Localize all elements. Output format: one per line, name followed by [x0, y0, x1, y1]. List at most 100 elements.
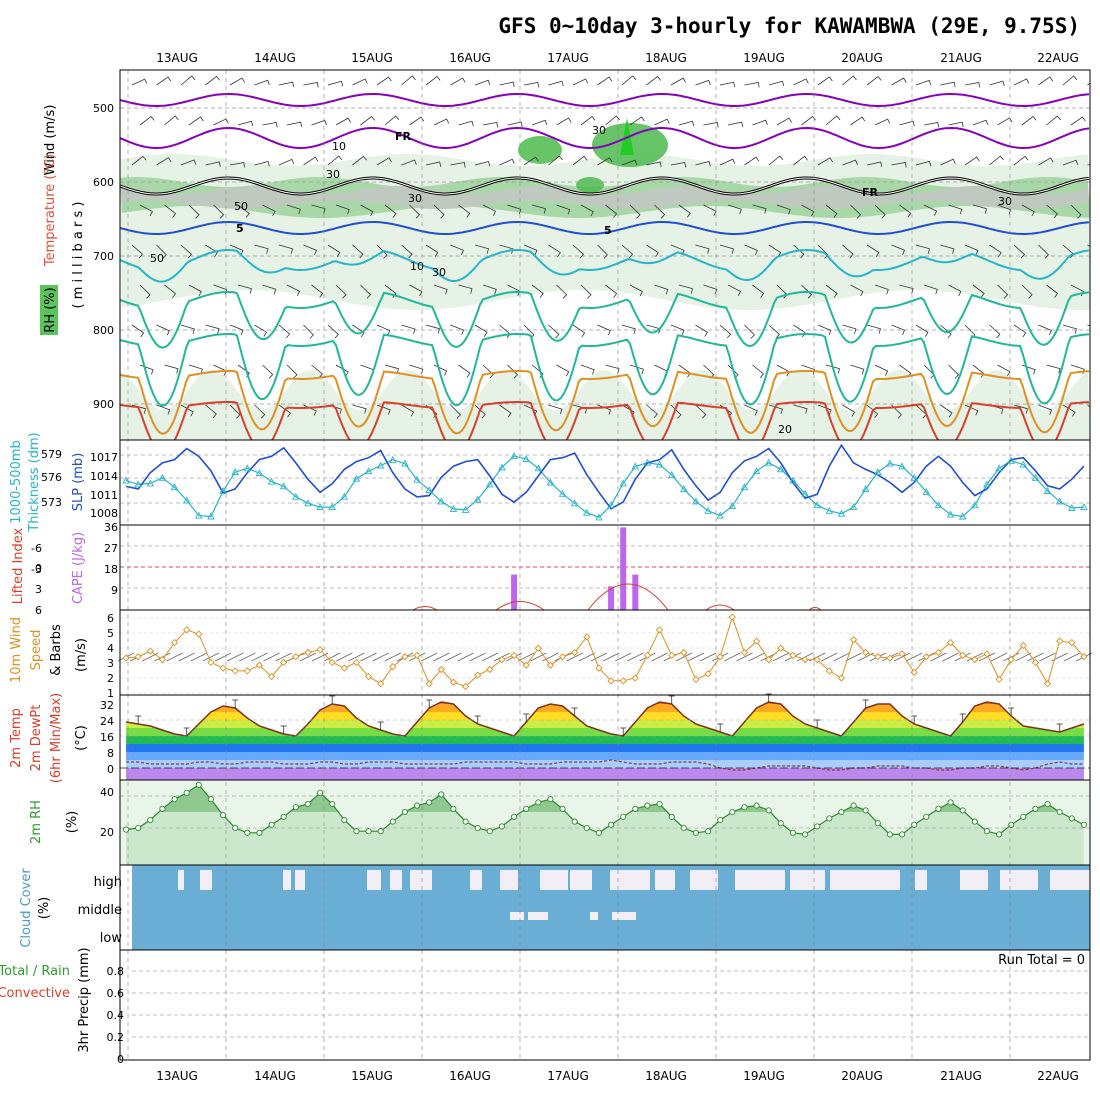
upper-wind-barb: [948, 284, 962, 297]
wind-barb: [736, 652, 753, 662]
upper-wind-barb: [376, 244, 388, 259]
thickness-point: [1007, 456, 1015, 464]
bottom-date-label: 13AUG: [156, 1069, 198, 1083]
bottom-date-label: 16AUG: [449, 1069, 491, 1083]
wind-speed-point: [558, 653, 567, 661]
upper-wind-barb: [1021, 284, 1033, 299]
wind-ylabel-c: & Barbs: [49, 624, 64, 676]
upper-wind-barb: [507, 204, 522, 215]
upper-wind-barb: [793, 78, 809, 86]
upper-wind-barb: [654, 284, 669, 295]
wind-barb: [445, 652, 462, 662]
upper-wind-barb: [205, 404, 217, 418]
upper-wind-barb: [719, 81, 736, 88]
thickness-point: [486, 480, 494, 488]
cape-lifted-index-panel: [120, 527, 1090, 611]
upper-wind-barb: [335, 284, 347, 299]
pressure-tick: 800: [93, 324, 114, 337]
thickness-point: [595, 513, 603, 521]
upper-wind-barb: [499, 244, 514, 254]
upper-wind-barb: [768, 80, 785, 87]
upper-wind-barb: [164, 284, 177, 298]
upper-wind-barb: [311, 364, 323, 378]
upper-wind-barb: [131, 78, 148, 86]
upper-wind-barb: [997, 364, 1011, 377]
upper-wind-barb: [1046, 284, 1059, 298]
upper-wind-barb: [1062, 159, 1079, 166]
thickness-point: [716, 511, 724, 519]
upper-wind-barb: [278, 158, 295, 166]
upper-wind-barb: [1038, 244, 1049, 259]
top-date-label: 21AUG: [940, 51, 982, 65]
upper-wind-barb: [580, 364, 595, 375]
upper-wind-barb: [303, 324, 314, 339]
rh-point: [874, 820, 881, 827]
wind-speed-point: [704, 670, 712, 678]
wind-speed-point: [571, 648, 579, 657]
cloud-level-middle: middle: [78, 903, 122, 918]
upper-wind-barb: [776, 204, 791, 215]
slp-tick: 1017: [90, 451, 118, 464]
upper-wind-barb: [164, 115, 179, 126]
upper-wind-barb: [229, 324, 244, 335]
temp-tick: 8: [107, 747, 114, 760]
wind-speed-point: [510, 651, 518, 659]
rh-point: [753, 802, 760, 809]
upper-wind-barb: [646, 75, 661, 86]
thickness-point: [607, 501, 615, 509]
rh-panel: [120, 780, 1090, 865]
rh-point: [523, 805, 530, 812]
wind-speed-point: [607, 677, 615, 685]
top-date-label: 14AUG: [254, 51, 296, 65]
upper-wind-barb: [752, 364, 764, 378]
upper-wind-barb: [597, 76, 613, 86]
upper-wind-barb: [164, 364, 179, 374]
upper-wind-barb: [923, 204, 938, 216]
upper-wind-barb: [131, 324, 145, 338]
upper-wind-barb: [678, 364, 691, 378]
upper-wind-barb: [801, 204, 815, 217]
rh-point: [426, 799, 433, 806]
rh-point: [280, 813, 287, 820]
thickness-point: [583, 508, 591, 516]
wind-speed-point: [255, 661, 264, 669]
upper-wind-barb: [450, 77, 466, 86]
upper-wind-barb: [188, 284, 202, 297]
rh-patch: [518, 136, 562, 164]
upper-wind-barb: [915, 160, 932, 167]
upper-wind-barb: [825, 204, 838, 218]
cape-tick: 27: [104, 542, 118, 555]
upper-wind-barb: [842, 244, 854, 259]
upper-wind-barb: [768, 404, 783, 414]
thickness-point: [619, 479, 627, 487]
rh-ylabel: RH (%): [43, 287, 58, 332]
upper-wind-barb: [254, 161, 270, 167]
wind-speed-point: [680, 648, 688, 657]
upper-wind-barb: [678, 204, 691, 218]
upper-wind-barb: [842, 324, 857, 334]
wind-barb: [833, 652, 850, 662]
upper-wind-barb: [695, 79, 711, 86]
top-date-label: 15AUG: [351, 51, 393, 65]
temp-axis-labels: 32 24 16 8 0 2m Temp 2m DewPt (6hr Min/M…: [9, 693, 114, 783]
upper-wind-barb: [940, 81, 956, 88]
thickness-slp-panel: [120, 443, 1090, 521]
upper-wind-barb: [654, 204, 666, 219]
contour-label: 20: [778, 423, 792, 436]
upper-wind-barb: [972, 204, 987, 214]
wind-speed-point: [631, 674, 639, 682]
wind-barb: [1063, 652, 1080, 662]
wind-speed-point: [849, 636, 858, 644]
upper-wind-barb: [254, 244, 269, 254]
rh-point: [777, 820, 784, 827]
upper-wind-barb: [458, 364, 471, 378]
wind-barb: [1027, 652, 1044, 662]
upper-wind-barb: [1087, 164, 1090, 166]
rh-point: [741, 804, 748, 811]
top-date-label: 18AUG: [645, 51, 687, 65]
contour-label: 30: [326, 168, 340, 181]
wind-speed-point: [583, 633, 591, 641]
upper-wind-barb: [229, 77, 245, 86]
wind-barb: [384, 652, 401, 662]
contour-label: 30: [432, 266, 446, 279]
